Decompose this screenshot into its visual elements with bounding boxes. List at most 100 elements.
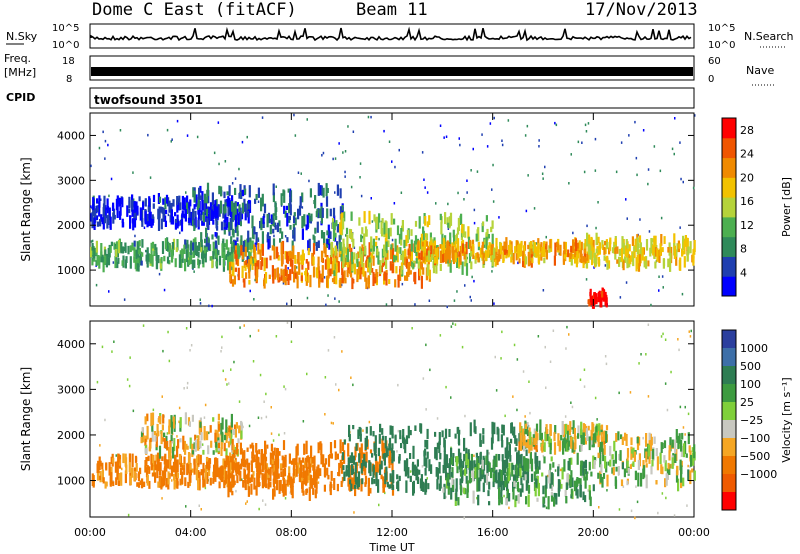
power-region-3-cell xyxy=(317,266,320,274)
power-speckle xyxy=(692,186,695,190)
velocity-region-3-cell xyxy=(442,464,445,474)
power-region-1-cell xyxy=(171,216,175,225)
power-region-4-cell xyxy=(383,222,386,235)
power-region-5-cell xyxy=(448,249,451,264)
power-region-2-cell xyxy=(283,190,286,203)
power-region-0-cell xyxy=(100,243,103,257)
power-region-5-cell xyxy=(503,241,506,253)
power-region-0-cell xyxy=(214,246,218,258)
velocity-region-4-cell xyxy=(451,476,454,485)
power-speckle xyxy=(545,235,547,239)
velocity-region-3-cell xyxy=(514,465,517,471)
power-region-5-cell xyxy=(514,246,517,254)
power-region-6-cell xyxy=(649,247,652,257)
power-region-0-cell xyxy=(101,254,104,263)
power-region-6-cell xyxy=(598,242,601,255)
power-region-0-cell xyxy=(183,244,186,254)
power-speckle xyxy=(359,176,361,179)
power-region-5-cell xyxy=(571,253,575,260)
velocity-region-6-cell xyxy=(678,433,681,444)
power-region-5-cell xyxy=(423,240,426,251)
power-region-4-cell xyxy=(379,260,382,274)
power-region-1-cell xyxy=(195,194,198,207)
velocity-region-2-cell xyxy=(360,443,363,457)
power-region-3-cell xyxy=(307,248,310,256)
xaxis-label: Time UT xyxy=(368,541,414,554)
power-region-2-cell xyxy=(275,207,278,212)
power-region-3-cell xyxy=(294,265,297,275)
velocity-region-2-cell xyxy=(229,473,232,478)
velocity-region-1-cell xyxy=(168,425,171,435)
power-speckle xyxy=(218,162,220,166)
velocity-region-0-cell xyxy=(255,464,259,469)
power-region-4-cell xyxy=(333,222,336,231)
velocity-region-1-cell xyxy=(191,450,194,455)
power-region-3-cell xyxy=(260,261,263,270)
velocity-speckle xyxy=(260,416,263,420)
velocity-region-6-cell xyxy=(600,464,603,473)
velocity-region-3-cell xyxy=(504,466,507,471)
power-region-5-cell xyxy=(421,241,425,247)
power-region-3-cell xyxy=(263,277,266,289)
power-speckle xyxy=(634,120,636,124)
velocity-speckle xyxy=(396,450,398,453)
power-region-4-cell xyxy=(346,257,349,268)
power-region-1-cell xyxy=(167,197,170,207)
power-region-6-cell xyxy=(669,253,672,261)
velocity-region-0-cell xyxy=(242,462,245,468)
velocity-region-4-cell xyxy=(477,494,480,506)
power-region-5-cell xyxy=(563,254,566,259)
velocity-region-3-cell xyxy=(361,478,364,485)
power-region-6-cell xyxy=(618,248,621,256)
power-region-3-cell xyxy=(373,276,376,284)
power-region-0-cell xyxy=(141,252,144,257)
velocity-region-4-cell xyxy=(533,471,536,481)
power-region-6-cell xyxy=(603,246,606,255)
power-speckle xyxy=(257,200,260,203)
power-region-2-cell xyxy=(239,184,242,195)
velocity-region-3-cell xyxy=(455,478,458,492)
power-region-2-cell xyxy=(339,188,342,199)
velocity-speckle xyxy=(204,486,207,490)
power-speckle xyxy=(332,157,334,161)
velocity-region-2-cell xyxy=(258,462,261,473)
power-region-3-cell xyxy=(251,263,254,270)
velocity-region-2-cell xyxy=(340,462,344,474)
velocity-region-3-cell xyxy=(497,428,500,442)
power-region-2-cell xyxy=(215,232,218,239)
power-colorbar-segment xyxy=(722,216,736,238)
velocity-region-6-cell xyxy=(620,434,623,440)
power-region-1-cell xyxy=(174,212,177,217)
velocity-region-0-cell xyxy=(176,481,179,486)
velocity-region-4-cell xyxy=(516,481,520,492)
power-region-6-cell xyxy=(686,237,689,251)
power-region-3-cell xyxy=(407,263,410,277)
velocity-speckle xyxy=(317,481,320,484)
power-region-4-cell xyxy=(346,234,349,248)
velocity-speckle xyxy=(560,468,562,472)
power-speckle xyxy=(544,165,546,169)
power-region-3-cell xyxy=(409,257,413,267)
power-region-1-cell xyxy=(116,195,119,207)
velocity-region-3-cell xyxy=(502,480,505,491)
power-region-1-cell xyxy=(172,199,175,207)
velocity-region-0-cell xyxy=(164,466,167,479)
power-speckle xyxy=(306,296,309,300)
velocity-region-4-cell xyxy=(517,494,520,504)
velocity-region-0-cell xyxy=(209,477,212,486)
power-speckle xyxy=(558,252,560,256)
velocity-region-0-cell xyxy=(226,477,229,488)
power-region-6-cell xyxy=(604,247,607,255)
velocity-region-0-cell xyxy=(118,473,121,481)
velocity-region-6-cell xyxy=(674,439,677,453)
velocity-region-6-cell xyxy=(669,437,672,445)
power-region-0-cell xyxy=(140,260,143,266)
velocity-region-2-cell xyxy=(296,443,299,456)
power-region-4-cell xyxy=(452,229,455,238)
power-speckle xyxy=(435,202,437,205)
power-region-6-cell xyxy=(652,245,655,256)
velocity-region-6-cell xyxy=(652,448,655,460)
velocity-speckle xyxy=(257,416,260,419)
velocity-region-0-cell xyxy=(295,455,298,464)
power-region-5-cell xyxy=(540,242,543,252)
